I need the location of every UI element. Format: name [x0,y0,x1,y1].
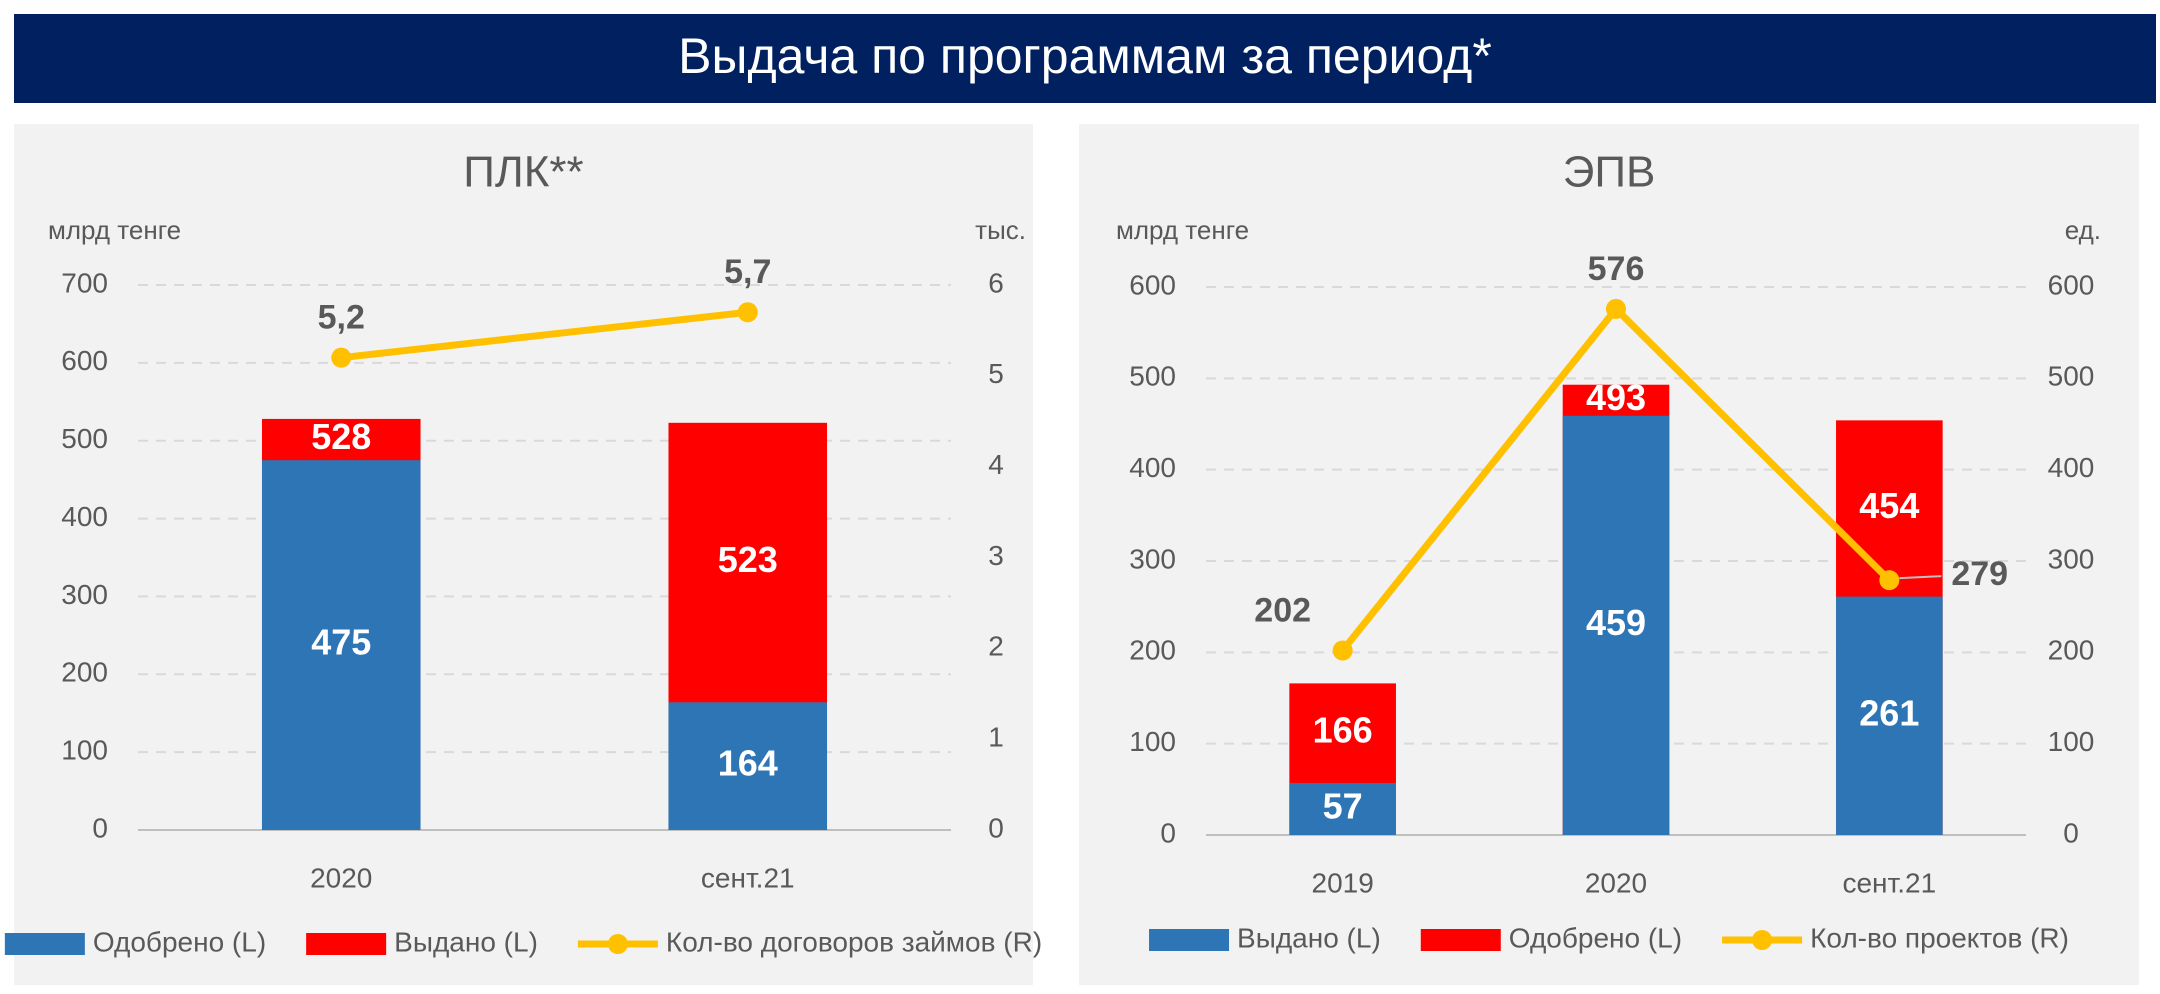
y-tick-label: 100 [1129,726,1176,757]
y2-tick-label: 100 [2048,726,2095,757]
legend-swatch [1420,929,1501,951]
data-label: 454 [1859,485,1919,526]
y2-tick-label: 0 [988,812,1004,843]
y-tick-label: 100 [61,735,108,766]
chart-title: ЭПВ [1563,148,1656,197]
y-tick-label: 500 [1129,361,1176,392]
y-tick-label: 0 [1160,817,1176,848]
panel [14,124,1033,985]
x-tick-label: 2020 [310,862,372,893]
leader-line [1899,575,1942,580]
y-tick-label: 300 [1129,543,1176,574]
line-point [1606,298,1626,319]
bar [1836,596,1943,835]
y-tick-label: 200 [61,657,108,688]
x-tick-label: сент.21 [1842,867,1936,898]
legend-label: Выдано (L) [394,926,538,957]
y2-tick-label: 400 [2048,452,2095,483]
x-tick-label: 2019 [1312,867,1374,898]
legend-label: Одобрено (L) [93,926,266,957]
legend-swatch [1752,930,1773,950]
y2-axis-label: тыс. [975,215,1026,245]
line [340,308,749,362]
y-tick-label: 700 [61,267,108,298]
y2-tick-label: 5 [988,358,1004,389]
chart-title: ПЛК** [463,148,583,197]
y2-tick-label: 600 [2048,269,2095,300]
legend-label: Одобрено (L) [1509,922,1682,953]
y2-tick-label: 4 [988,449,1004,480]
y2-tick-label: 500 [2048,361,2095,392]
line-point [1879,570,1900,591]
line-label: 5,7 [724,253,771,291]
bar [668,702,828,830]
y-tick-label: 0 [92,812,108,843]
line-label: 202 [1254,591,1311,629]
y-tick-label: 200 [1129,635,1176,666]
bar [261,460,421,830]
bar [1289,782,1396,835]
x-tick-label: 2020 [1585,867,1647,898]
line-label: 576 [1588,250,1645,288]
legend-swatch [1149,929,1230,951]
legend-label: Кол-во договоров займов (R) [666,926,1042,957]
data-label: 475 [311,622,371,663]
y-tick-label: 600 [61,345,108,376]
bar [1562,415,1670,835]
data-label: 261 [1859,692,1919,733]
y-tick-label: 400 [61,501,108,532]
legend-label: Кол-во проектов (R) [1810,922,2069,953]
data-label: 493 [1586,377,1646,418]
line-point [737,302,758,323]
legend: Выдано (L) Одобрено (L) Кол-во проектов (R… [1149,922,2069,953]
header-bar [14,14,2156,103]
data-label: 164 [718,743,778,784]
y2-axis-label: ед. [2065,215,2101,245]
y-tick-label: 300 [61,579,108,610]
y-tick-label: 600 [1129,269,1176,300]
y2-tick-label: 300 [2048,543,2095,574]
data-label: 523 [718,539,778,580]
y-axis-label: млрд тенге [48,215,181,245]
y2-tick-label: 200 [2048,635,2095,666]
data-label: 166 [1313,710,1373,751]
y2-tick-label: 3 [988,540,1004,571]
data-label: 57 [1323,785,1363,826]
y-tick-label: 400 [1129,452,1176,483]
page-title: Выдача по программам за период* [678,28,1492,84]
line-label: 279 [1951,555,2008,593]
y-axis-label: млрд тенге [1116,215,1249,245]
legend-swatch [4,933,85,955]
data-label: 459 [1586,602,1646,643]
line-point [331,347,352,368]
y2-tick-label: 1 [988,722,1004,753]
y2-tick-label: 0 [2063,817,2079,848]
y2-tick-label: 6 [988,267,1004,298]
y-tick-label: 500 [61,423,108,454]
y2-tick-label: 2 [988,631,1004,662]
legend-swatch [306,933,387,955]
line-label: 5,2 [318,299,365,337]
legend-swatch [607,934,628,954]
data-label: 528 [311,416,371,457]
legend: Одобрено (L) Выдано (L) Кол-во договоров з… [4,926,1042,957]
legend-label: Выдано (L) [1237,922,1381,953]
line-point [1332,640,1353,661]
x-tick-label: сент.21 [701,862,795,893]
